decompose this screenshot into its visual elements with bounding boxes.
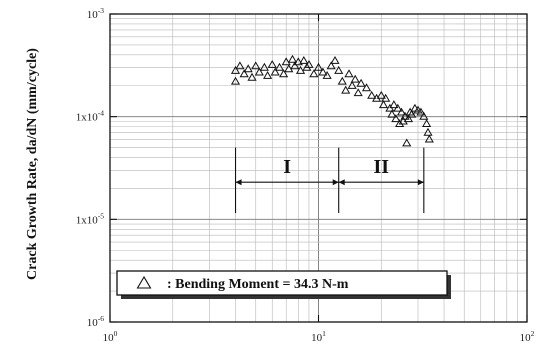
data-point-triangle: [279, 69, 289, 78]
data-point-triangle: [281, 57, 291, 66]
data-point-triangle: [304, 60, 314, 68]
region-arrowhead: [235, 179, 242, 186]
data-point-triangle: [270, 67, 280, 76]
legend: : Bending Moment = 34.3 N-m: [116, 270, 451, 299]
data-points: [230, 54, 434, 147]
data-point-triangle: [326, 61, 336, 70]
data-point-triangle: [254, 67, 264, 76]
data-point-triangle: [230, 65, 241, 74]
data-point-triangle: [424, 134, 434, 143]
data-point-triangle: [378, 100, 389, 109]
region-label: I: [283, 156, 291, 178]
data-point-triangle: [330, 56, 340, 64]
data-point-triangle: [350, 74, 360, 83]
data-point-triangle: [318, 67, 328, 76]
region-label: II: [373, 156, 389, 178]
data-point-triangle: [391, 114, 401, 123]
data-point-triangle: [376, 90, 386, 99]
data-point-triangle: [247, 72, 257, 81]
data-point-triangle: [403, 114, 414, 123]
region-arrowhead: [338, 179, 345, 186]
y-axis-label: Crack Growth Rate, da/dN (mm/cycle): [25, 48, 40, 280]
data-point-triangle: [367, 90, 377, 99]
data-point-triangle: [263, 71, 273, 79]
y-tick-label: 1x10-5: [76, 211, 104, 226]
data-point-triangle: [334, 65, 344, 74]
data-point-triangle: [398, 116, 408, 125]
data-point-triangle: [309, 69, 319, 78]
data-point-triangle: [423, 127, 433, 136]
data-point-triangle: [387, 109, 397, 118]
data-point-triangle: [416, 107, 426, 116]
x-tick-label: 101: [311, 329, 326, 344]
data-point-triangle: [402, 138, 412, 147]
data-point-triangle: [353, 88, 363, 97]
data-point-triangle: [274, 62, 285, 71]
data-point-triangle: [290, 61, 300, 70]
data-point-triangle: [422, 119, 432, 127]
data-point-triangle: [259, 62, 269, 71]
data-point-triangle: [243, 64, 253, 73]
data-point-triangle: [407, 109, 417, 118]
region-brackets: I II: [234, 147, 425, 214]
data-point-triangle: [347, 80, 357, 89]
region-arrowhead: [417, 179, 424, 186]
legend-series-label: : Bending Moment = 34.3 N-m: [167, 277, 349, 292]
data-point-triangle: [230, 76, 241, 85]
data-point-triangle: [337, 76, 347, 85]
y-tick-label: 10-3: [87, 6, 104, 21]
x-tick-label: 102: [520, 329, 535, 344]
data-point-triangle: [313, 62, 324, 71]
region-arrowhead: [332, 179, 339, 186]
data-point-triangle: [400, 111, 410, 120]
data-point-triangle: [267, 60, 277, 68]
x-tick-label: 100: [103, 329, 118, 344]
data-point-triangle: [361, 83, 372, 92]
data-point-triangle: [389, 100, 399, 109]
legend-box: [116, 270, 448, 296]
axis-ticks: [109, 13, 528, 323]
data-point-triangle: [393, 103, 403, 112]
data-point-triangle: [295, 65, 306, 74]
data-point-triangle: [287, 54, 298, 63]
data-point-triangle: [299, 56, 309, 64]
legend-triangle-marker: [136, 275, 152, 289]
data-point-triangle: [356, 78, 366, 87]
data-point-triangle: [322, 71, 332, 79]
data-point-triangle: [239, 69, 249, 78]
tick-labels: 100 101 102 10-3 1x10-4 1x10-5 10-6: [76, 6, 535, 344]
data-point-triangle: [344, 69, 354, 78]
y-tick-label: 10-6: [87, 314, 104, 329]
data-point-triangle: [395, 119, 405, 127]
data-point-triangle: [293, 57, 303, 66]
data-point-triangle: [419, 111, 429, 120]
data-point-triangle: [341, 85, 351, 94]
data-point-triangle: [251, 61, 261, 70]
data-point-triangle: [381, 93, 391, 102]
data-point-triangle: [396, 107, 407, 116]
y-tick-label: 1x10-4: [76, 109, 104, 124]
data-point-triangle: [284, 64, 294, 73]
data-point-triangle: [235, 61, 245, 70]
